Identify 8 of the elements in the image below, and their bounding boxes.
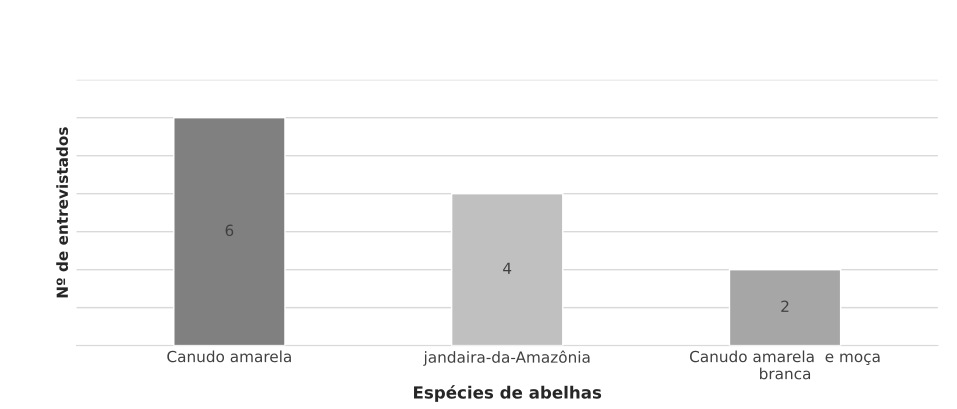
data-label: 2	[781, 300, 788, 312]
x-tick-label: Canudo amarela e moça branca	[690, 350, 880, 380]
y-axis-title: Nº de entrevistados	[56, 127, 68, 298]
x-tick-label: jandaira-da-Amazônia	[423, 350, 590, 366]
data-label: 4	[503, 262, 512, 274]
x-axis-title: Espécies de abelhas	[414, 385, 602, 402]
data-label: 6	[226, 224, 234, 236]
x-tick-label: Canudo amarela	[167, 350, 291, 362]
